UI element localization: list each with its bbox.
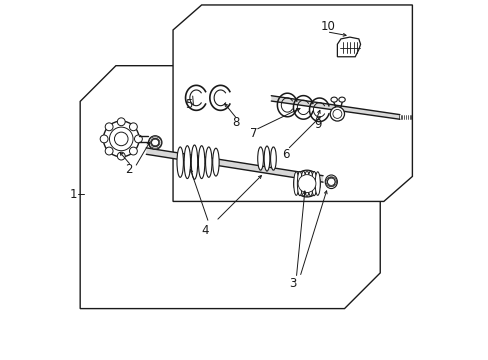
Ellipse shape [105, 123, 113, 131]
Ellipse shape [264, 146, 269, 171]
Ellipse shape [191, 145, 197, 179]
Ellipse shape [151, 139, 159, 147]
Text: 7: 7 [249, 127, 257, 140]
Ellipse shape [100, 135, 108, 143]
Ellipse shape [329, 107, 344, 121]
Ellipse shape [205, 147, 212, 177]
Ellipse shape [129, 147, 137, 155]
Text: 1: 1 [70, 188, 77, 201]
Ellipse shape [109, 127, 133, 151]
Text: 10: 10 [320, 20, 335, 33]
Ellipse shape [148, 136, 162, 149]
Ellipse shape [198, 146, 204, 179]
Ellipse shape [103, 121, 139, 157]
Ellipse shape [315, 172, 320, 195]
Polygon shape [146, 148, 323, 182]
Text: 3: 3 [288, 277, 296, 290]
Ellipse shape [338, 97, 345, 102]
Polygon shape [80, 66, 380, 309]
Ellipse shape [184, 146, 190, 179]
Text: 4: 4 [201, 224, 208, 237]
Text: 6: 6 [281, 148, 289, 162]
Ellipse shape [326, 177, 335, 186]
Ellipse shape [300, 171, 305, 196]
Text: 2: 2 [124, 163, 132, 176]
Ellipse shape [297, 171, 302, 196]
Ellipse shape [325, 175, 337, 189]
Ellipse shape [304, 171, 309, 197]
Polygon shape [271, 96, 399, 119]
Ellipse shape [117, 118, 125, 126]
Polygon shape [173, 5, 411, 202]
Text: 9: 9 [313, 118, 321, 131]
Ellipse shape [298, 175, 315, 193]
Ellipse shape [212, 148, 219, 176]
Ellipse shape [270, 147, 276, 170]
Ellipse shape [134, 135, 142, 143]
Text: 5: 5 [185, 99, 192, 112]
Ellipse shape [105, 147, 113, 155]
Ellipse shape [114, 132, 128, 146]
Ellipse shape [311, 171, 316, 196]
Ellipse shape [332, 109, 341, 118]
Ellipse shape [293, 170, 320, 197]
Polygon shape [337, 37, 360, 57]
Ellipse shape [177, 147, 183, 177]
Ellipse shape [117, 152, 125, 160]
Ellipse shape [129, 123, 137, 131]
Ellipse shape [293, 172, 298, 195]
Ellipse shape [307, 171, 312, 196]
Ellipse shape [330, 97, 337, 102]
Text: 8: 8 [231, 116, 239, 129]
Ellipse shape [257, 147, 263, 170]
